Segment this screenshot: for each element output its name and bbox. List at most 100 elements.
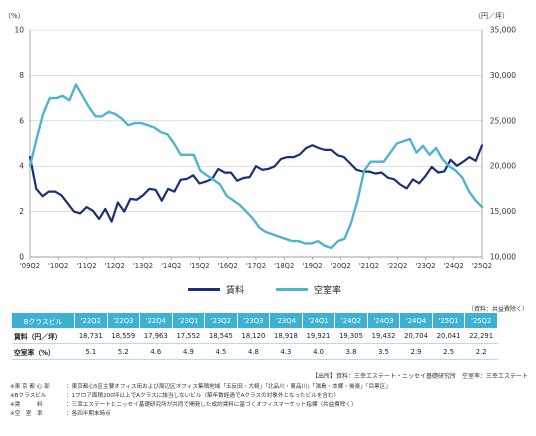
source-note: （資料：共益費除く） (467, 306, 528, 313)
table-row-label: 空室率（%） (12, 343, 75, 360)
table-cell: 22,291 (464, 328, 498, 344)
table-row-label: 賃料（円／坪） (12, 328, 75, 344)
x-tick-label: '24Q2 (444, 262, 464, 270)
right-tick-label: 35,000 (490, 26, 516, 35)
table-cell: 18,918 (269, 328, 303, 344)
source-line: 【出所】資料：三幸エステート・ニッセイ基礎研究所 空室率：三幸エステート (311, 373, 528, 380)
legend-item-rent: 賃料 (188, 283, 244, 296)
left-tick-label: 4 (19, 162, 24, 171)
x-tick-label: '21Q2 (359, 262, 379, 270)
table-row-rent: 賃料（円／坪） 18,731 18,559 17,963 17,552 18,5… (12, 328, 498, 344)
x-tick-label: '17Q2 (246, 262, 266, 270)
table-cell: 3.5 (367, 343, 400, 360)
x-tick-label: '10Q2 (48, 262, 68, 270)
table-cell: 4.5 (204, 343, 238, 360)
series-layer (28, 83, 484, 250)
note-text: ：東京都心5区主要オフィス街および周辺区オフィス集積地域「五反田・大崎」「北品川… (66, 384, 391, 390)
table-cell: 20,704 (399, 328, 433, 344)
table-cell: 17,552 (172, 328, 205, 344)
table-header-cell: '24Q2 (334, 313, 368, 328)
table-cell: 4.8 (237, 343, 270, 360)
table-cell: 17,963 (139, 328, 173, 344)
table-cell: 5.2 (107, 343, 140, 360)
note-item: ※空 室 率 ：各四半期末時点 (10, 410, 530, 419)
table-cell: 18,545 (204, 328, 238, 344)
table-header-cell: '22Q2 (74, 313, 108, 328)
table-header-cell: '25Q1 (432, 313, 466, 328)
data-table: Bクラスビル '22Q2 '22Q3 '22Q4 '23Q1 '23Q2 '23… (12, 313, 498, 360)
note-text: ：各四半期末時点 (66, 411, 111, 417)
left-tick-label: 6 (19, 116, 24, 125)
right-tick-label: 10,000 (490, 253, 516, 262)
legend-label-vacancy: 空室率 (314, 286, 342, 296)
left-tick-label: 0 (19, 253, 24, 262)
series-line-vacancy (28, 83, 484, 250)
table-cell: 18,120 (237, 328, 270, 344)
left-axis: 0 2 4 6 8 10 (14, 26, 31, 262)
note-key: ※賃 料 (10, 402, 43, 408)
x-tick-label: '15Q2 (189, 262, 209, 270)
table-header-cell: '23Q3 (237, 313, 271, 328)
table-header-row: Bクラスビル '22Q2 '22Q3 '22Q4 '23Q1 '23Q2 '23… (12, 313, 498, 328)
x-tick-label: '13Q2 (133, 262, 153, 270)
note-item: ※Bクラスビル ：1フロア面積200坪以上でAクラスに該当しないビル（築年数経過… (10, 392, 530, 401)
x-tick-label: '11Q2 (76, 262, 96, 270)
table-header-cell: '25Q2 (464, 313, 498, 328)
table-header-cell: '22Q3 (107, 313, 141, 328)
table-header-cell: '24Q4 (399, 313, 433, 328)
right-tick-label: 15,000 (490, 207, 516, 216)
table-cell: 19,432 (367, 328, 400, 344)
table-cell: 18,559 (107, 328, 140, 344)
right-tick-label: 25,000 (490, 116, 516, 125)
note-key: ※Bクラスビル (10, 393, 47, 399)
table-header-cell: '22Q4 (139, 313, 173, 328)
x-tick-label: '19Q2 (302, 262, 322, 270)
left-tick-label: 10 (14, 26, 24, 35)
legend-swatch-vacancy (276, 288, 308, 291)
table-cell: 2.2 (464, 343, 498, 360)
left-tick-label: 8 (19, 71, 24, 80)
table-cell: 3.8 (334, 343, 368, 360)
table-cell: 2.9 (399, 343, 433, 360)
table-cell: 18,731 (74, 328, 108, 344)
table-header-cell: '24Q1 (302, 313, 336, 328)
line-chart: 0 2 4 6 8 10 10,000 15,000 20,000 25,000 30,000 35… (4, 12, 516, 270)
x-tick-label: '23Q2 (415, 262, 435, 270)
x-tick-label: '09Q2 (20, 262, 40, 270)
table-cell: 4.6 (139, 343, 173, 360)
table-cell: 19,921 (302, 328, 335, 344)
x-tick-label: '14Q2 (161, 262, 181, 270)
table-cell: 4.0 (302, 343, 335, 360)
right-tick-label: 20,000 (490, 162, 516, 171)
x-tick-label: '12Q2 (105, 262, 125, 270)
table-cell: 4.3 (269, 343, 303, 360)
note-key: ※空 室 率 (10, 411, 43, 417)
table-row-vacancy: 空室率（%） 5.1 5.2 4.6 4.9 4.5 4.8 4.3 4.0 3… (12, 343, 498, 360)
left-tick-label: 2 (19, 207, 24, 216)
x-tick-label: '16Q2 (218, 262, 238, 270)
table-cell: 19,305 (334, 328, 368, 344)
table-cell: 4.9 (172, 343, 205, 360)
x-tick-label: '20Q2 (331, 262, 351, 270)
table-header-cell: '23Q2 (204, 313, 238, 328)
right-tick-label: 30,000 (490, 71, 516, 80)
table-header-label: Bクラスビル (12, 313, 75, 328)
notes: ※東 京 都 心 部 ：東京都心5区主要オフィス街および周辺区オフィス集積地域「… (10, 383, 530, 419)
x-axis: '09Q2 '10Q2 '11Q2 '12Q2 '13Q2 '14Q2 '15Q2 '16Q2… (20, 256, 492, 270)
legend-label-rent: 賃料 (226, 286, 245, 296)
table-cell: 2.5 (432, 343, 465, 360)
note-text: ：1フロア面積200坪以上でAクラスに該当しないビル（築年数経過でAクラスの対象… (66, 393, 340, 399)
note-item: ※賃 料 ：三幸エステートとニッセイ基礎研究所が共同で開発した成約賃料に基づくオ… (10, 401, 530, 410)
x-tick-label: '18Q2 (274, 262, 294, 270)
series-line-rent (28, 144, 484, 223)
table-cell: 20,041 (432, 328, 465, 344)
table-header-cell: '23Q1 (172, 313, 206, 328)
left-axis-unit: （%） (4, 12, 25, 20)
legend: 賃料 空室率 (0, 283, 536, 299)
x-tick-label: '22Q2 (387, 262, 407, 270)
x-tick-label: '25Q2 (472, 262, 492, 270)
note-text: ：三幸エステートとニッセイ基礎研究所が共同で開発した成約賃料に基づくオフィスマー… (66, 402, 357, 408)
table-header-cell: '23Q4 (269, 313, 303, 328)
note-item: ※東 京 都 心 部 ：東京都心5区主要オフィス街および周辺区オフィス集積地域「… (10, 383, 530, 392)
right-axis-unit: （円／坪） (474, 12, 509, 20)
